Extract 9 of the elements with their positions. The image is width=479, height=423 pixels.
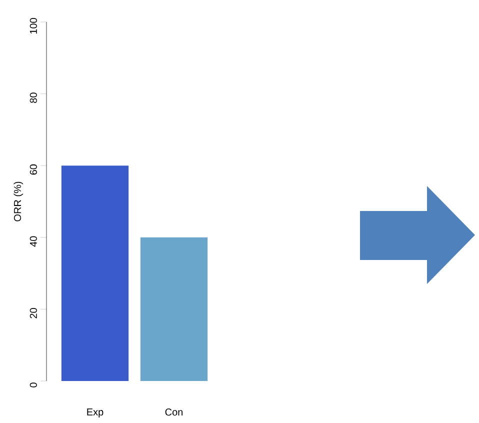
y-tick-label: 0 (30, 382, 37, 388)
x-tick-label: Con (165, 408, 183, 416)
y-tick-label: 40 (30, 236, 37, 247)
y-tick-label: 80 (30, 92, 37, 103)
y-tick-label: 60 (30, 164, 37, 175)
y-tick-label: 20 (30, 308, 37, 318)
y-tick-label: 100 (30, 18, 37, 34)
x-tick-label: Exp (87, 408, 104, 418)
y-axis-title: ORR (%) (14, 182, 24, 222)
